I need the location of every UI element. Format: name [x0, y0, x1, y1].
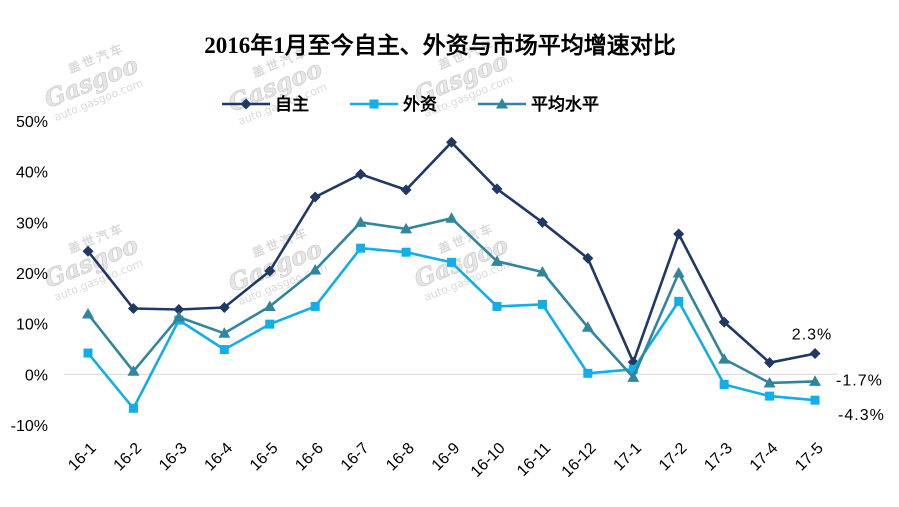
x-tick-label: 17-4: [747, 440, 782, 475]
x-tick-label: 16-5: [247, 440, 282, 475]
watermark: 盖世汽车 Gasgoo auto.gasgoo.com: [40, 40, 145, 124]
point-waizi-17-4: [765, 391, 775, 401]
x-tick-label: 17-3: [701, 440, 736, 475]
point-pingjun-16-3: [172, 311, 185, 322]
legend-label-pingjun: 平均水平: [531, 94, 599, 115]
point-zizhu-16-12: [582, 252, 594, 264]
point-pingjun-16-4: [218, 327, 231, 338]
x-tick-label: 16-12: [559, 440, 600, 481]
point-zizhu-17-2: [673, 228, 685, 240]
point-waizi-16-2: [128, 403, 138, 413]
x-tick-label: 16-10: [468, 440, 509, 481]
x-tick-label: 17-5: [792, 440, 827, 475]
point-waizi-16-6: [310, 301, 320, 311]
annotation-label: -4.3%: [838, 407, 885, 424]
point-zizhu-17-4: [764, 357, 776, 369]
y-tick-label: 10%: [16, 317, 48, 334]
point-pingjun-17-2: [672, 267, 685, 278]
point-zizhu-16-11: [536, 216, 548, 228]
watermark: 盖世汽车 Gasgoo auto.gasgoo.com: [224, 224, 329, 308]
point-pingjun-16-7: [354, 216, 367, 227]
point-pingjun-16-5: [263, 300, 276, 311]
x-tick-label: 16-9: [429, 440, 464, 475]
point-pingjun-16-8: [400, 222, 413, 234]
point-waizi-16-10: [492, 301, 502, 311]
x-tick-label: 16-3: [156, 440, 191, 475]
point-waizi-16-12: [583, 368, 593, 378]
point-zizhu-16-6: [309, 191, 321, 203]
point-zizhu-16-9: [446, 136, 458, 148]
y-tick-label: 30%: [16, 215, 48, 232]
point-pingjun-16-6: [309, 263, 322, 275]
y-tick-label: 20%: [16, 266, 48, 283]
y-tick-label: -10%: [11, 418, 48, 435]
point-zizhu-16-5: [264, 265, 276, 277]
point-waizi-17-2: [674, 296, 684, 306]
point-waizi-16-4: [219, 345, 229, 355]
x-tick-label: 16-8: [383, 440, 418, 475]
point-waizi-16-1: [83, 348, 93, 358]
legend-item-zizhu: 自主: [222, 94, 309, 115]
x-tick-label: 16-7: [338, 440, 373, 475]
x-tick-label: 16-4: [201, 440, 236, 475]
annotation-label: 2.3%: [792, 327, 832, 344]
point-pingjun-17-1: [627, 371, 640, 382]
point-zizhu-17-3: [718, 316, 730, 328]
point-zizhu-16-4: [218, 301, 230, 313]
point-waizi-17-3: [719, 379, 729, 389]
point-pingjun-16-1: [82, 308, 94, 319]
legend-item-waizi: 外资: [350, 94, 437, 115]
point-zizhu-16-1: [82, 245, 94, 257]
point-zizhu-16-8: [400, 184, 412, 196]
legend: 自主 外资 平均水平: [222, 94, 599, 115]
x-tick-label: 16-11: [514, 440, 554, 480]
legend-marker-waizi: [369, 99, 379, 109]
point-pingjun-16-12: [581, 321, 594, 332]
annotations: 2.3% -1.7% -4.3%: [792, 327, 885, 425]
point-pingjun-17-5: [809, 375, 822, 386]
point-zizhu-16-10: [491, 183, 503, 195]
chart-title: 2016年1月至今自主、外资与市场平均增速对比: [204, 32, 676, 58]
x-tick-label: 17-1: [610, 440, 645, 475]
point-pingjun-16-2: [127, 365, 140, 376]
point-waizi-16-11: [537, 299, 547, 309]
x-tick-label: 16-1: [65, 440, 100, 475]
legend-item-pingjun: 平均水平: [478, 94, 599, 115]
plot-marks: [82, 136, 822, 413]
point-waizi-16-8: [401, 247, 411, 257]
y-tick-label: 40%: [16, 165, 48, 182]
point-zizhu-16-7: [355, 168, 367, 180]
annotation-label: -1.7%: [836, 372, 883, 389]
point-zizhu-16-2: [127, 302, 139, 314]
point-waizi-16-5: [265, 319, 275, 329]
x-tick-label: 16-2: [111, 440, 146, 475]
legend-label-zizhu: 自主: [275, 94, 309, 115]
point-waizi-16-9: [447, 257, 457, 267]
x-tick-label: 17-2: [656, 440, 691, 475]
point-pingjun-17-3: [718, 353, 731, 364]
watermarks: 盖世汽车 Gasgoo auto.gasgoo.com 盖世汽车 Gasgoo …: [40, 36, 515, 308]
point-waizi-17-5: [810, 395, 820, 405]
point-waizi-16-7: [356, 243, 366, 253]
x-tick-label: 16-6: [292, 440, 327, 475]
y-tick-label: 50%: [16, 114, 48, 131]
point-zizhu-16-3: [173, 303, 185, 315]
point-zizhu-17-5: [809, 348, 821, 360]
point-pingjun-17-4: [763, 376, 776, 388]
point-pingjun-16-11: [536, 265, 549, 277]
y-tick-label: 0%: [25, 367, 48, 384]
point-pingjun-16-9: [445, 212, 458, 223]
point-waizi-17-1: [628, 364, 638, 374]
watermark: 盖世汽车 Gasgoo auto.gasgoo.com: [40, 220, 145, 304]
point-pingjun-16-10: [490, 255, 503, 266]
legend-marker-pingjun: [496, 98, 508, 109]
legend-label-waizi: 外资: [403, 94, 437, 115]
legend-marker-zizhu: [240, 98, 252, 110]
